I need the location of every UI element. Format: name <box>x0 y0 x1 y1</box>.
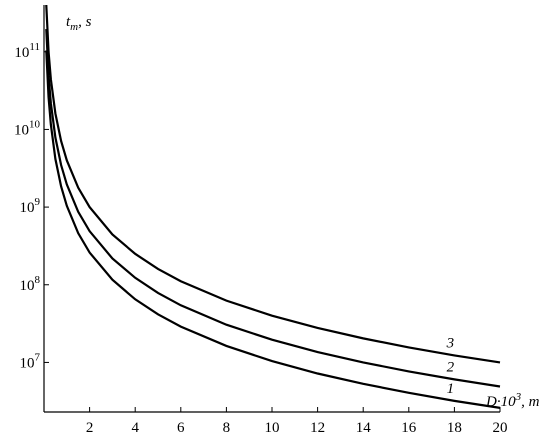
x-tick-label: 14 <box>356 420 372 436</box>
y-tick-label: 107 <box>20 351 41 371</box>
series-label: 1 <box>447 381 455 397</box>
y-tick-label: 108 <box>20 274 41 294</box>
x-tick-label: 12 <box>310 420 325 436</box>
y-tick-label: 109 <box>20 196 41 216</box>
series-line <box>45 29 501 388</box>
x-tick-label: 16 <box>401 420 417 436</box>
y-tick-label: 1011 <box>14 41 40 61</box>
series-label: 3 <box>446 335 455 351</box>
x-tick-label: 4 <box>131 420 139 436</box>
series-line <box>45 4 501 364</box>
series-label: 2 <box>447 359 455 375</box>
x-tick-label: 8 <box>223 420 231 436</box>
x-tick-label: 18 <box>447 420 462 436</box>
x-tick-label: 10 <box>265 420 280 436</box>
y-axis-label: tm, s <box>66 14 92 33</box>
x-tick-label: 6 <box>177 420 185 436</box>
x-tick-label: 20 <box>493 420 508 436</box>
y-tick-label: 1010 <box>14 118 41 138</box>
x-tick-label: 2 <box>86 420 94 436</box>
series-line <box>45 50 501 409</box>
